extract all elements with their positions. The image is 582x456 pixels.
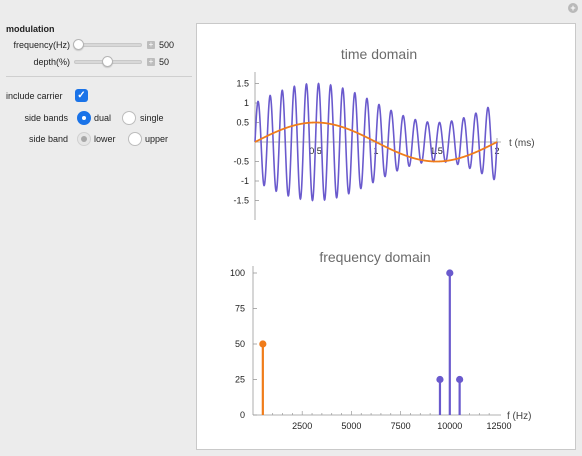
- time-y-tick-label: -1: [241, 176, 249, 186]
- time-y-tick-label: 1: [244, 98, 249, 108]
- side-band-upper-radio[interactable]: [128, 132, 142, 146]
- frequency-slider-thumb[interactable]: [73, 39, 84, 50]
- freq-y-tick-label: 0: [240, 410, 245, 420]
- frequency-expand-icon[interactable]: +: [147, 40, 155, 49]
- reset-plus-icon[interactable]: +: [568, 3, 578, 13]
- depth-label: depth(%): [33, 57, 70, 67]
- time-series-modulation: [254, 121, 498, 163]
- frequency-value: 500: [159, 40, 175, 50]
- freq-x-axis-label: f (Hz): [507, 411, 531, 422]
- frequency-label: frequency(Hz): [13, 40, 70, 50]
- depth-expand-icon[interactable]: +: [147, 57, 155, 66]
- side-bands-single-radio[interactable]: [122, 111, 136, 125]
- side-band-upper-label[interactable]: upper: [145, 134, 169, 144]
- side-bands-label: side bands: [24, 113, 68, 123]
- include-carrier-checkbox[interactable]: ✓: [75, 89, 88, 102]
- time-y-tick-label: -1.5: [233, 196, 249, 206]
- side-band-lower-label[interactable]: lower: [94, 134, 116, 144]
- frequency-domain-title: frequency domain: [319, 249, 430, 265]
- time-x-tick-label: 1.5: [430, 146, 443, 156]
- freq-x-tick-label: 5000: [341, 421, 361, 431]
- side-band-lower-radio[interactable]: [77, 132, 91, 146]
- freq-stem-marker: [436, 375, 444, 384]
- frequency-slider[interactable]: [74, 43, 142, 47]
- side-bands-single-label[interactable]: single: [140, 113, 164, 123]
- freq-stem-marker: [446, 269, 454, 277]
- time-x-axis-label: t (ms): [509, 138, 535, 149]
- freq-x-tick-label: 2500: [292, 421, 312, 431]
- time-y-tick-label: -0.5: [233, 157, 249, 167]
- freq-stem-marker: [259, 340, 267, 348]
- plot-area: time domain 1.5 1 0.5 -0.5 -1 -1.5 0.5 1 1.5 2 t (m…: [196, 23, 576, 450]
- side-band-label: side band: [28, 134, 68, 144]
- section-title: modulation: [6, 24, 55, 34]
- include-carrier-label: include carrier: [6, 91, 63, 101]
- side-bands-dual-radio[interactable]: [77, 111, 91, 125]
- freq-y-tick-label: 50: [235, 339, 245, 349]
- freq-x-tick-label: 10000: [437, 421, 462, 431]
- freq-y-tick-label: 100: [230, 268, 245, 278]
- freq-stem-marker: [456, 375, 464, 384]
- depth-value: 50: [159, 57, 170, 67]
- side-bands-dual-label[interactable]: dual: [94, 113, 112, 123]
- freq-x-tick-label: 7500: [391, 421, 411, 431]
- depth-slider-thumb[interactable]: [102, 56, 113, 67]
- freq-x-tick-label: 12500: [486, 421, 511, 431]
- control-panel: modulation frequency(Hz) + 500 depth(%) …: [0, 0, 196, 456]
- freq-y-tick-label: 75: [235, 304, 245, 314]
- time-y-tick-label: 0.5: [236, 118, 249, 128]
- time-domain-title: time domain: [341, 46, 417, 62]
- divider: [6, 76, 192, 77]
- time-y-tick-label: 1.5: [236, 79, 249, 89]
- freq-y-tick-label: 25: [235, 375, 245, 385]
